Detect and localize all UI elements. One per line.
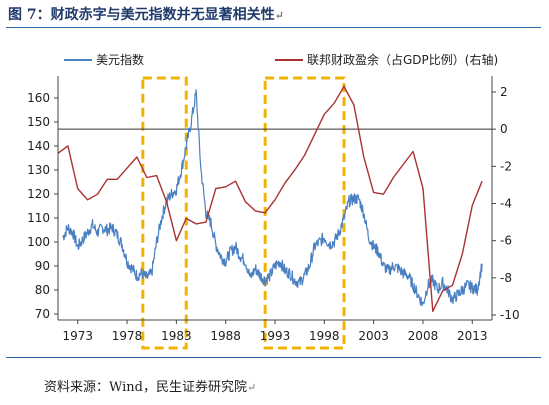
left-axis-tick-label: 150 — [27, 115, 50, 129]
left-axis-tick-label: 110 — [27, 211, 50, 225]
title-rule — [6, 27, 541, 28]
left-axis-tick-label: 70 — [35, 307, 50, 321]
left-axis-tick-label: 90 — [35, 259, 50, 273]
x-axis-tick-label: 1978 — [112, 329, 143, 343]
return-mark-icon: ↵ — [274, 9, 284, 22]
x-axis-tick-label: 1988 — [210, 329, 241, 343]
x-axis-tick-label: 2013 — [457, 329, 488, 343]
x-axis-tick-label: 1993 — [260, 329, 291, 343]
right-axis-tick-label: -6 — [500, 234, 512, 248]
left-axis-tick-label: 160 — [27, 91, 50, 105]
series-group — [57, 85, 483, 312]
highlight-region-1 — [141, 76, 188, 350]
right-axis-tick-label: 0 — [500, 122, 508, 136]
left-axis-tick-label: 80 — [35, 283, 50, 297]
x-axis-tick-label: 1973 — [62, 329, 93, 343]
source-note: 资料来源：Wind，民生证券研究院↵ — [44, 376, 256, 395]
x-axis-tick-label: 1983 — [161, 329, 192, 343]
right-axis-tick-label: 2 — [500, 85, 508, 99]
return-mark-icon: ↵ — [247, 381, 257, 394]
chart-svg: 160 150 140 130 120 110 100 90 80 70 2 0 -2 -4 -6 -8 -10… — [27, 52, 520, 350]
x-axis-tick-label: 1998 — [309, 329, 340, 343]
figure-title-text: 图 7：财政赤字与美元指数并无显著相关性 — [8, 7, 275, 23]
right-axis-tick-label: -4 — [500, 197, 512, 211]
series-fiscal-balance-line — [57, 85, 483, 312]
highlight-region-2 — [263, 76, 346, 350]
left-axis-tick-label: 120 — [27, 187, 50, 201]
left-axis-tick-label: 130 — [27, 163, 50, 177]
source-text: 资料来源：Wind，民生证券研究院 — [44, 380, 247, 395]
right-axis-tick-label: -10 — [500, 308, 520, 322]
x-axis-tick-label: 2008 — [408, 329, 439, 343]
highlight-regions — [141, 76, 346, 350]
series-usd-index-line — [62, 89, 483, 307]
chart-container: 160 150 140 130 120 110 100 90 80 70 2 0 -2 -4 -6 -8 -10… — [0, 28, 549, 358]
axes-group: 160 150 140 130 120 110 100 90 80 70 2 0 -2 -4 -6 -8 -10… — [27, 76, 520, 343]
right-axis-tick-label: -2 — [500, 159, 512, 173]
bottom-rule — [6, 357, 541, 358]
left-axis-tick-label: 100 — [27, 235, 50, 249]
legend-label-2: 联邦财政盈余（占GDP比例）(右轴) — [307, 52, 498, 67]
x-axis-tick-label: 2003 — [358, 329, 389, 343]
legend-label-1: 美元指数 — [96, 52, 144, 67]
left-axis-tick-label: 140 — [27, 139, 50, 153]
right-axis-tick-label: -8 — [500, 271, 512, 285]
legend: 美元指数 联邦财政盈余（占GDP比例）(右轴) — [64, 52, 498, 67]
figure-title: 图 7：财政赤字与美元指数并无显著相关性↵ — [8, 4, 284, 26]
